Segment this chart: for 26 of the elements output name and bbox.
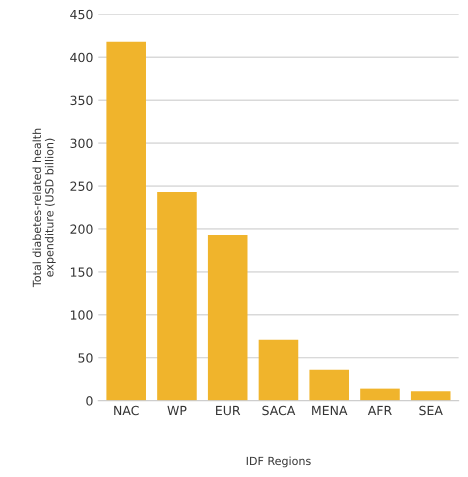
x-tick-label: NAC: [114, 406, 139, 416]
bar: [309, 370, 350, 401]
y-tick-label: 400: [70, 52, 93, 62]
bar: [208, 234, 248, 401]
y-axis-title: Total diabetes-related health expenditure (USD billion): [32, 128, 56, 288]
bar: [106, 42, 146, 401]
y-tick-label: 50: [78, 353, 93, 363]
x-tick-label: MENA: [312, 406, 348, 416]
bar: [410, 391, 451, 401]
x-tick-label: AFR: [368, 406, 392, 416]
y-tick-label: 100: [70, 310, 93, 320]
x-axis-title: IDF Regions: [246, 456, 311, 468]
y-tick-label: 0: [86, 396, 93, 406]
bar: [360, 388, 400, 401]
x-tick-label: SEA: [419, 406, 443, 416]
x-tick-label: WP: [167, 406, 186, 416]
y-tick-label: 250: [70, 182, 93, 191]
bar: [258, 340, 298, 401]
y-tick-label: 350: [70, 96, 93, 106]
x-tick-label: EUR: [216, 406, 240, 416]
y-tick-label: 150: [70, 267, 93, 277]
bar: [157, 192, 197, 401]
y-tick-label: 450: [70, 10, 93, 20]
x-tick-label: SACA: [262, 406, 296, 416]
y-tick-label: 200: [70, 224, 93, 234]
y-tick-label: 300: [70, 138, 93, 148]
